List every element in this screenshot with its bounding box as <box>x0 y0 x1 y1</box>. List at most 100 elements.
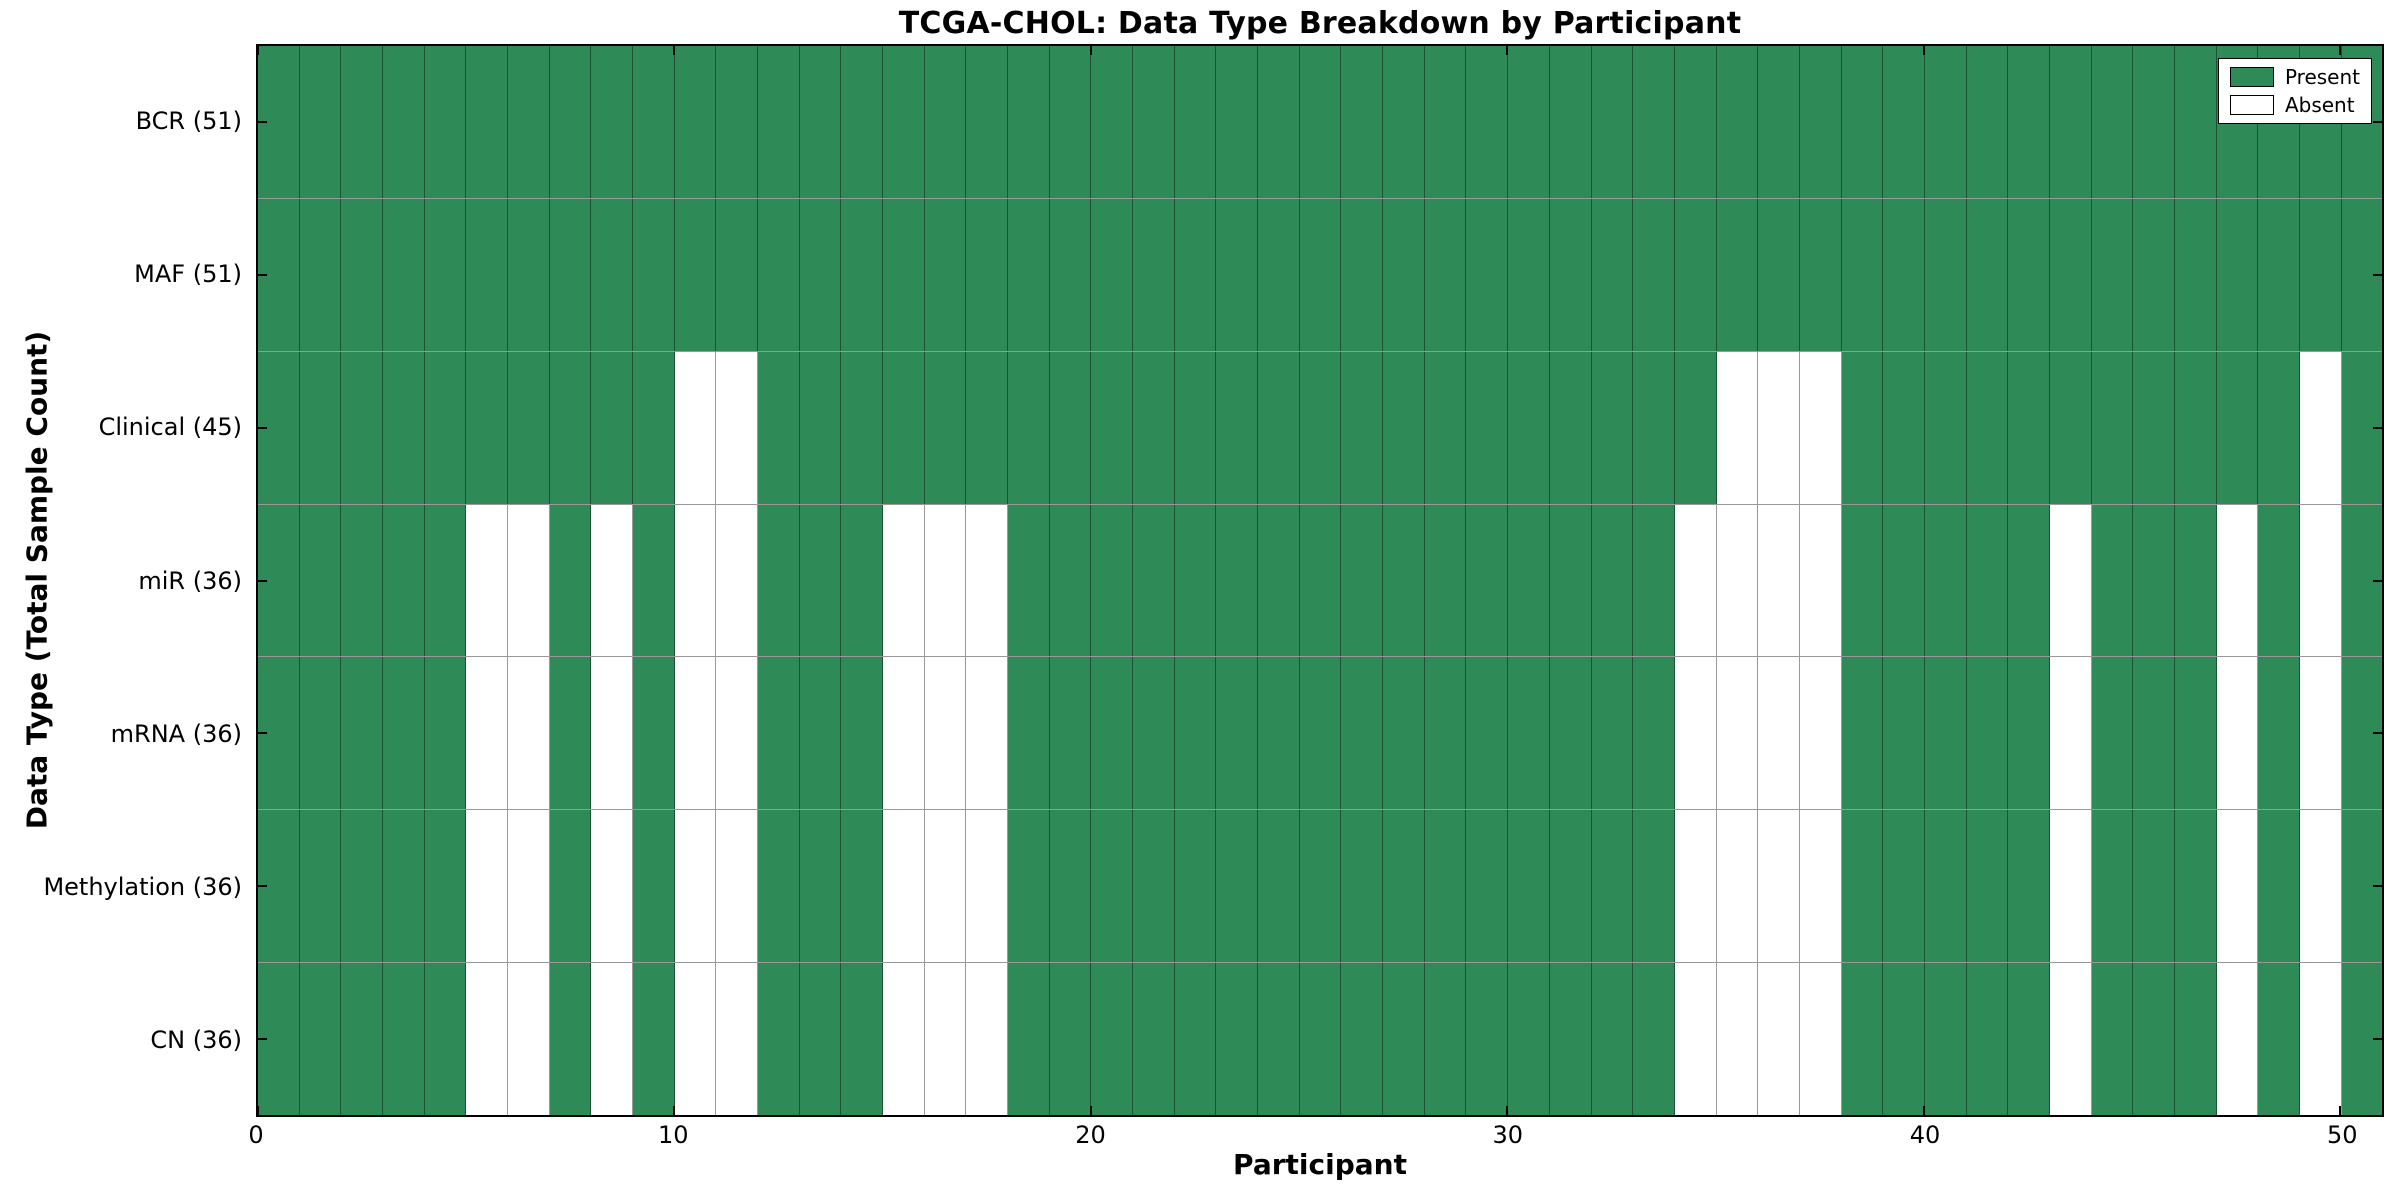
heatmap-cell <box>883 351 925 504</box>
right-tick <box>2373 1037 2382 1040</box>
x-tick <box>1089 1106 1092 1115</box>
heatmap-cell <box>1466 504 1509 657</box>
heatmap-cell <box>299 504 342 657</box>
heatmap-cell <box>1049 198 1092 351</box>
heatmap-cell <box>1924 963 1967 1116</box>
heatmap-cell <box>674 46 717 198</box>
heatmap-cell <box>1966 810 2009 963</box>
heatmap-cell <box>2133 504 2175 657</box>
heatmap-cell <box>1299 963 1342 1116</box>
heatmap-cell <box>1008 198 1050 351</box>
heatmap-cell <box>2008 657 2050 810</box>
top-tick <box>2339 46 2342 55</box>
heatmap-cell <box>2174 198 2217 351</box>
y-tick-label: mRNA (36) <box>110 719 242 748</box>
heatmap-cell <box>2091 198 2134 351</box>
heatmap-cell <box>341 963 384 1116</box>
heatmap-row-Clinical <box>258 351 2383 505</box>
heatmap-cell <box>1341 46 1384 198</box>
heatmap-cell <box>1383 46 1425 198</box>
heatmap-cell <box>1466 46 1509 198</box>
heatmap-cell <box>1924 46 1967 198</box>
heatmap-cell <box>1716 963 1759 1116</box>
heatmap-cell <box>716 504 759 657</box>
heatmap-cell <box>383 351 425 504</box>
y-tick <box>258 579 267 582</box>
heatmap-cell <box>1258 657 1300 810</box>
y-tick <box>258 274 267 277</box>
heatmap-cell <box>1549 46 1592 198</box>
heatmap-grid <box>258 46 2383 1116</box>
heatmap-cell <box>1383 963 1425 1116</box>
heatmap-cell <box>1299 198 1342 351</box>
heatmap-cell <box>591 351 634 504</box>
heatmap-cell <box>1549 657 1592 810</box>
heatmap-cell <box>466 351 509 504</box>
heatmap-cell <box>591 198 634 351</box>
heatmap-cell <box>1633 504 1675 657</box>
y-tick <box>258 732 267 735</box>
heatmap-cell <box>633 46 675 198</box>
x-axis-label: Participant <box>1233 1148 1407 1181</box>
heatmap-cell <box>1883 963 1925 1116</box>
heatmap-cell <box>758 198 800 351</box>
heatmap-cell <box>591 963 634 1116</box>
heatmap-cell <box>1883 504 1925 657</box>
heatmap-cell <box>1591 963 1634 1116</box>
heatmap-cell <box>633 810 675 963</box>
heatmap-cell <box>1258 46 1300 198</box>
heatmap-cell <box>383 810 425 963</box>
heatmap-cell <box>1508 504 1550 657</box>
y-tick <box>258 1037 267 1040</box>
heatmap-cell <box>2258 963 2300 1116</box>
heatmap-row-mRNA <box>258 657 2383 811</box>
heatmap-cell <box>508 504 550 657</box>
heatmap-cell <box>2133 46 2175 198</box>
heatmap-cell <box>1966 657 2009 810</box>
heatmap-cell <box>591 657 634 810</box>
heatmap-cell <box>1299 810 1342 963</box>
heatmap-cell <box>1008 657 1050 810</box>
heatmap-cell <box>883 504 925 657</box>
heatmap-cell <box>2008 46 2050 198</box>
top-tick <box>1922 46 1925 55</box>
y-tick-label: Methylation (36) <box>43 872 242 901</box>
heatmap-cell <box>1966 504 2009 657</box>
top-tick <box>673 46 676 55</box>
heatmap-cell <box>1924 504 1967 657</box>
legend-swatch-absent <box>2229 95 2274 115</box>
heatmap-cell <box>2174 963 2217 1116</box>
heatmap-cell <box>1591 198 1634 351</box>
heatmap-cell <box>1674 963 1717 1116</box>
heatmap-cell <box>1216 810 1259 963</box>
heatmap-cell <box>2008 963 2050 1116</box>
heatmap-cell <box>1841 351 1884 504</box>
x-tick <box>1506 1106 1509 1115</box>
heatmap-cell <box>299 963 342 1116</box>
x-tick <box>1922 1106 1925 1115</box>
heatmap-cell <box>383 198 425 351</box>
heatmap-cell <box>1466 963 1509 1116</box>
heatmap-cell <box>1258 351 1300 504</box>
x-tick-label: 20 <box>1075 1121 1106 1149</box>
y-tick-label: MAF (51) <box>134 259 242 288</box>
heatmap-cell <box>1341 351 1384 504</box>
heatmap-cell <box>1674 810 1717 963</box>
heatmap-cell <box>1049 351 1092 504</box>
heatmap-cell <box>758 46 800 198</box>
heatmap-cell <box>1674 198 1717 351</box>
heatmap-cell <box>633 504 675 657</box>
heatmap-cell <box>2216 351 2259 504</box>
heatmap-cell <box>2049 198 2092 351</box>
heatmap-cell <box>1049 963 1092 1116</box>
heatmap-cell <box>799 963 842 1116</box>
heatmap-cell <box>2299 810 2342 963</box>
heatmap-cell <box>1508 198 1550 351</box>
heatmap-cell <box>2216 504 2259 657</box>
heatmap-cell <box>924 963 967 1116</box>
y-tick <box>258 426 267 429</box>
heatmap-cell <box>1133 657 1175 810</box>
heatmap-cell <box>424 657 467 810</box>
right-tick <box>2373 579 2382 582</box>
heatmap-cell <box>1674 657 1717 810</box>
